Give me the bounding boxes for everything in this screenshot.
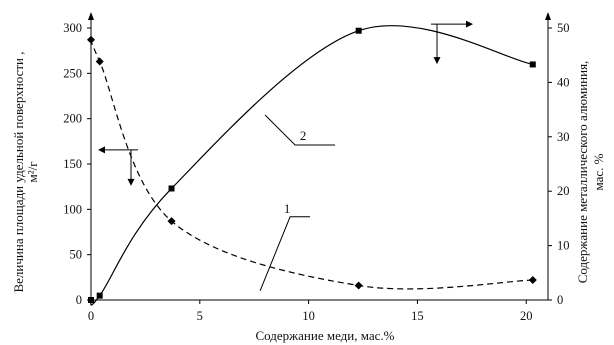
x-tick-label: 5 — [197, 309, 203, 323]
x-tick-label: 10 — [302, 309, 315, 323]
series-1-point — [95, 57, 104, 66]
y-left-tick-label: 300 — [63, 21, 82, 35]
y-right-tick-label: 20 — [557, 184, 570, 198]
x-tick-label: 0 — [88, 309, 94, 323]
series-2-point — [529, 61, 536, 68]
y-right-title-line-2: мас. % — [591, 153, 606, 190]
series-2-point — [96, 292, 103, 299]
series-2-point — [168, 185, 175, 192]
x-axis-title: Содержание меди, мас.% — [255, 328, 394, 343]
y-right-tick-label: 40 — [557, 75, 570, 89]
axes — [88, 12, 551, 301]
y-left-tick-label: 200 — [63, 112, 82, 126]
y-left-title-line-2: м²/г — [25, 161, 40, 182]
series-1-point — [167, 217, 176, 226]
curve-1-leader — [259, 216, 311, 291]
series-1-point — [354, 281, 363, 290]
series-2-line — [90, 25, 533, 306]
y-right-tick-label: 50 — [557, 21, 570, 35]
y-right-tick-label: 0 — [557, 293, 563, 307]
y-left-axis-arrowhead — [88, 12, 94, 20]
curve-2-axis-arrowhead-right — [466, 20, 474, 28]
curve-2-leader — [264, 114, 336, 146]
series-1-point — [87, 35, 95, 44]
series-1-point — [528, 276, 537, 285]
y-left-axis-title: Величина площади удельной поверхности , … — [11, 51, 40, 292]
y-right-axis-arrowhead — [545, 12, 551, 20]
curve-2-axis-arrowhead-down — [433, 57, 441, 65]
y-left-tick-label: 50 — [70, 248, 83, 262]
y-left-tick-label: 250 — [63, 66, 82, 80]
y-right-tick-label: 10 — [557, 239, 570, 253]
x-tick-label: 15 — [411, 309, 424, 323]
y-left-tick-label: 150 — [63, 157, 82, 171]
series-2-point — [88, 297, 94, 303]
curve-label-1: 1 — [284, 201, 291, 216]
y-right-tick-label: 30 — [557, 130, 570, 144]
series-1-line — [90, 39, 533, 290]
curve-label-2: 2 — [300, 128, 307, 143]
series — [87, 25, 537, 306]
curve-1-axis-arrowhead-down — [127, 178, 135, 186]
x-tick-label: 20 — [520, 309, 533, 323]
series-2 — [88, 25, 536, 306]
y-left-title-line-1: Величина площади удельной поверхности , — [11, 51, 26, 292]
y-right-title-line-1: Содержание металлического алюминия, — [575, 61, 590, 284]
y-right-axis-title: Содержание металлического алюминия, мас.… — [575, 61, 606, 284]
curve-1-axis-arrowhead-left — [97, 146, 105, 154]
y-left-tick-label: 0 — [76, 293, 82, 307]
annotations: 12 — [97, 20, 474, 291]
series-1 — [87, 35, 537, 290]
y-left-tick-label: 100 — [63, 202, 82, 216]
series-2-point — [355, 27, 362, 34]
